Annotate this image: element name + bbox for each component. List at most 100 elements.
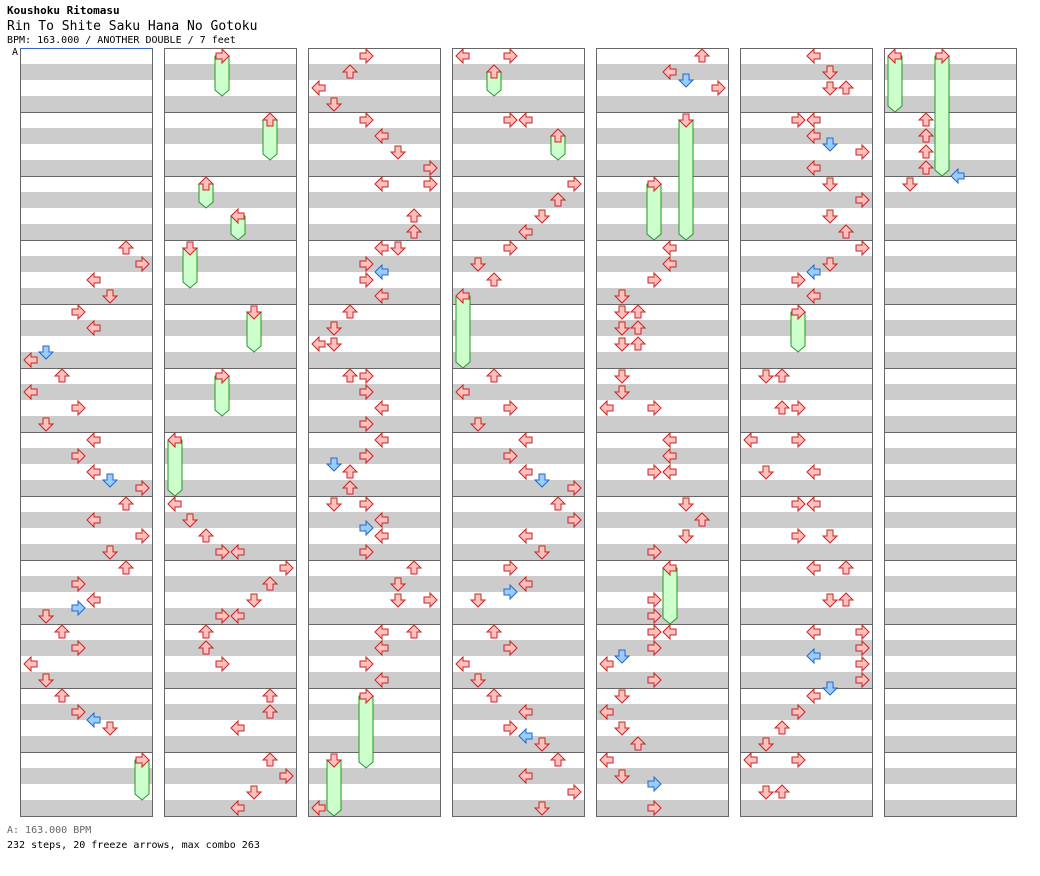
- beat-stripe: [741, 352, 873, 368]
- beat-stripe: [885, 64, 1017, 80]
- beat-stripe: [21, 480, 153, 496]
- beat-stripe: [741, 672, 873, 688]
- beat-stripe: [165, 384, 297, 400]
- beat-stripe: [597, 800, 729, 816]
- freeze-arrow: [168, 440, 182, 496]
- beat-stripe: [453, 352, 585, 368]
- beat-stripe: [309, 576, 441, 592]
- beat-stripe: [741, 320, 873, 336]
- beat-stripe: [885, 768, 1017, 784]
- beat-stripe: [885, 128, 1017, 144]
- beat-stripe: [885, 544, 1017, 560]
- freeze-arrow: [327, 760, 341, 816]
- beat-stripe: [453, 160, 585, 176]
- beat-stripe: [165, 672, 297, 688]
- beat-stripe: [165, 64, 297, 80]
- beat-stripe: [453, 480, 585, 496]
- beat-stripe: [309, 448, 441, 464]
- beat-stripe: [453, 512, 585, 528]
- beat-stripe: [21, 288, 153, 304]
- beat-stripe: [597, 224, 729, 240]
- beat-stripe: [741, 448, 873, 464]
- beat-stripe: [21, 544, 153, 560]
- beat-stripe: [309, 736, 441, 752]
- beat-stripe: [597, 736, 729, 752]
- beat-stripe: [309, 64, 441, 80]
- beat-stripe: [165, 736, 297, 752]
- beat-stripe: [741, 544, 873, 560]
- freeze-arrow: [456, 296, 470, 368]
- beat-stripe: [453, 64, 585, 80]
- freeze-arrow: [647, 184, 661, 240]
- beat-stripe: [597, 128, 729, 144]
- beat-stripe: [21, 64, 153, 80]
- beat-stripe: [885, 640, 1017, 656]
- beat-stripe: [885, 416, 1017, 432]
- beat-stripe: [741, 96, 873, 112]
- beat-stripe: [21, 576, 153, 592]
- beat-stripe: [741, 608, 873, 624]
- beat-stripe: [453, 320, 585, 336]
- beat-stripe: [21, 192, 153, 208]
- beat-stripe: [885, 256, 1017, 272]
- beat-stripe: [21, 256, 153, 272]
- beat-stripe: [309, 544, 441, 560]
- beat-stripe: [597, 480, 729, 496]
- beat-stripe: [741, 384, 873, 400]
- freeze-arrow: [663, 568, 677, 624]
- beat-stripe: [597, 160, 729, 176]
- beat-stripe: [21, 768, 153, 784]
- beat-stripe: [885, 192, 1017, 208]
- beat-stripe: [597, 704, 729, 720]
- beat-stripe: [741, 192, 873, 208]
- beat-stripe: [21, 96, 153, 112]
- beat-stripe: [597, 640, 729, 656]
- beat-stripe: [885, 224, 1017, 240]
- beat-stripe: [309, 256, 441, 272]
- beat-stripe: [597, 416, 729, 432]
- beat-stripe: [309, 416, 441, 432]
- beat-stripe: [165, 416, 297, 432]
- beat-stripe: [885, 160, 1017, 176]
- beat-stripe: [885, 512, 1017, 528]
- beat-stripe: [741, 64, 873, 80]
- beat-stripe: [885, 736, 1017, 752]
- beat-stripe: [309, 608, 441, 624]
- beat-stripe: [885, 448, 1017, 464]
- beat-stripe: [597, 544, 729, 560]
- beat-stripe: [165, 768, 297, 784]
- beat-stripe: [165, 160, 297, 176]
- beat-stripe: [453, 640, 585, 656]
- beat-stripe: [165, 192, 297, 208]
- beat-stripe: [21, 448, 153, 464]
- beat-stripe: [165, 320, 297, 336]
- freeze-arrow: [679, 120, 693, 240]
- beat-stripe: [885, 608, 1017, 624]
- beat-stripe: [741, 512, 873, 528]
- beat-stripe: [741, 704, 873, 720]
- beat-stripe: [309, 480, 441, 496]
- beat-stripe: [885, 576, 1017, 592]
- beat-stripe: [21, 128, 153, 144]
- beat-stripe: [453, 608, 585, 624]
- beat-stripe: [885, 480, 1017, 496]
- freeze-arrow: [359, 696, 373, 768]
- beat-stripe: [453, 448, 585, 464]
- beat-stripe: [741, 640, 873, 656]
- beat-stripe: [453, 384, 585, 400]
- beat-stripe: [309, 192, 441, 208]
- beat-stripe: [21, 704, 153, 720]
- beat-stripe: [21, 352, 153, 368]
- beat-stripe: [597, 672, 729, 688]
- beat-stripe: [453, 800, 585, 816]
- beat-stripe: [21, 224, 153, 240]
- beat-stripe: [165, 96, 297, 112]
- beat-stripe: [741, 768, 873, 784]
- beat-stripe: [165, 288, 297, 304]
- beat-stripe: [885, 96, 1017, 112]
- beat-stripe: [885, 800, 1017, 816]
- beat-stripe: [885, 320, 1017, 336]
- freeze-arrow: [935, 56, 949, 176]
- beat-stripe: [741, 800, 873, 816]
